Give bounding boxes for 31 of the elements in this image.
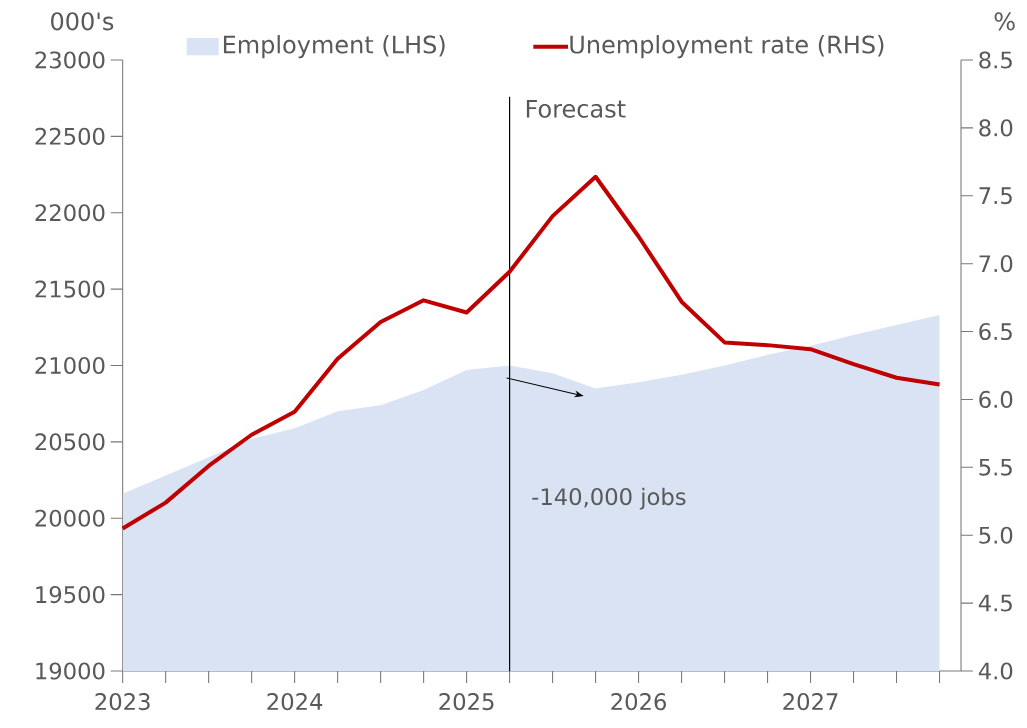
y-tick-label: 20500 bbox=[35, 433, 105, 451]
ref-line-label: Forecast bbox=[526, 99, 626, 118]
y2-tick-label: 6.5 bbox=[979, 322, 1012, 341]
y2-tick-label: 7.5 bbox=[979, 187, 1012, 205]
line-series bbox=[120, 174, 942, 531]
y2-tick-label: 6.0 bbox=[979, 390, 1013, 409]
y-tick-label: 22500 bbox=[35, 127, 105, 145]
y2-axis-title: % bbox=[994, 12, 1015, 31]
legend-label: Unemployment rate (RHS) bbox=[570, 35, 884, 59]
x-tick-label: 2027 bbox=[783, 693, 838, 711]
y2-tick-label: 5.5 bbox=[979, 458, 1012, 476]
y-tick-label: 21000 bbox=[35, 356, 105, 375]
legend-label: Employment (LHS) bbox=[223, 35, 445, 59]
y-tick-label: 19500 bbox=[36, 586, 105, 604]
y2-tick-label: 8.0 bbox=[979, 119, 1013, 137]
y2-tick-label: 7.0 bbox=[979, 255, 1013, 273]
y-tick-label: 19000 bbox=[36, 662, 105, 680]
x-tick-label: 2023 bbox=[95, 693, 150, 711]
y2-tick-label: 8.5 bbox=[979, 51, 1012, 69]
y2-tick-label: 4.5 bbox=[978, 594, 1012, 612]
y-tick-label: 21500 bbox=[35, 280, 105, 298]
x-tick-label: 2025 bbox=[439, 693, 494, 711]
y2-tick-label: 4.0 bbox=[978, 662, 1013, 680]
y-tick-label: 20000 bbox=[35, 509, 105, 527]
x-tick-label: 2024 bbox=[267, 693, 323, 711]
y2-tick-label: 5.0 bbox=[979, 526, 1013, 544]
y-tick-label: 23000 bbox=[35, 51, 105, 69]
y-tick-label: 22000 bbox=[35, 204, 105, 222]
x-tick-label: 2026 bbox=[611, 693, 666, 711]
y-axis-title: 000's bbox=[51, 12, 114, 31]
annotation: -140,000 jobs bbox=[532, 487, 686, 510]
